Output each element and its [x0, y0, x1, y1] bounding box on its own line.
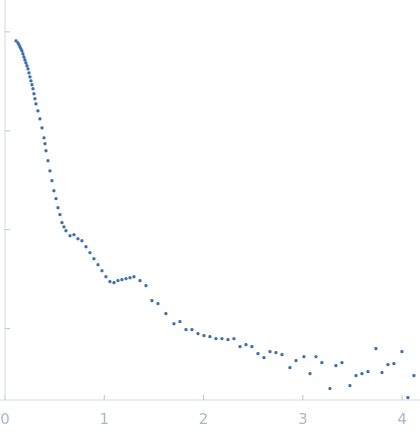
point	[40, 126, 44, 130]
point	[32, 92, 36, 96]
point	[24, 61, 28, 65]
x-tick-label: 3	[298, 410, 308, 428]
point	[226, 338, 230, 342]
point	[21, 52, 25, 56]
point	[208, 335, 212, 339]
point	[178, 319, 182, 324]
point	[30, 83, 34, 87]
point	[120, 278, 124, 282]
point	[164, 311, 168, 316]
point	[124, 277, 128, 281]
point	[268, 350, 272, 354]
point	[348, 383, 352, 388]
point	[56, 206, 60, 210]
point	[288, 365, 292, 370]
point	[244, 343, 248, 347]
point	[60, 221, 64, 225]
point	[20, 49, 24, 53]
point	[27, 71, 31, 75]
point	[380, 370, 384, 375]
point	[84, 245, 88, 249]
point	[250, 345, 254, 349]
point	[31, 87, 35, 91]
point	[302, 355, 306, 359]
point	[62, 225, 66, 229]
point	[360, 372, 364, 376]
x-tick-label: 1	[99, 410, 109, 428]
point	[232, 337, 236, 341]
point	[406, 395, 410, 400]
point	[132, 275, 136, 279]
point	[280, 353, 284, 357]
point	[156, 302, 160, 306]
point	[320, 360, 324, 365]
point	[314, 355, 318, 359]
point	[42, 136, 46, 140]
point	[43, 142, 47, 146]
x-tick-label: 0	[0, 410, 10, 428]
point	[308, 372, 312, 376]
point	[38, 117, 42, 121]
point	[64, 229, 68, 233]
x-tick-label: 2	[199, 410, 209, 428]
point	[76, 237, 80, 241]
point	[96, 263, 100, 267]
x-tick-label: 4	[397, 410, 407, 428]
point	[72, 233, 76, 237]
point	[29, 79, 33, 83]
point	[58, 213, 62, 217]
point	[412, 374, 416, 378]
point	[68, 234, 72, 238]
point	[202, 334, 206, 338]
point	[46, 159, 50, 163]
point	[100, 269, 104, 273]
point	[392, 362, 396, 366]
point	[190, 328, 194, 332]
point	[36, 109, 40, 113]
point	[92, 257, 96, 261]
point	[274, 351, 278, 355]
point	[34, 102, 38, 106]
point	[26, 67, 30, 71]
point	[104, 275, 108, 279]
point	[138, 279, 142, 283]
point	[23, 58, 27, 62]
point	[328, 386, 332, 391]
point	[88, 251, 92, 255]
point	[80, 239, 84, 243]
point	[400, 350, 404, 354]
point	[262, 355, 266, 360]
point	[238, 345, 242, 349]
point	[25, 64, 29, 68]
point	[256, 352, 260, 356]
point	[33, 97, 37, 101]
point	[128, 276, 132, 280]
point	[150, 299, 154, 303]
point	[144, 284, 148, 288]
point	[44, 149, 48, 153]
point	[54, 197, 58, 201]
point	[196, 332, 200, 336]
point	[28, 75, 32, 79]
point	[14, 39, 18, 43]
point	[386, 363, 390, 367]
point	[340, 360, 344, 365]
point	[294, 359, 298, 363]
point	[52, 189, 56, 193]
point	[172, 322, 176, 326]
point	[48, 169, 52, 173]
point	[184, 328, 188, 332]
point	[366, 369, 370, 374]
point	[50, 179, 54, 183]
point	[112, 281, 116, 285]
point	[220, 337, 224, 341]
point	[108, 279, 112, 284]
point	[214, 337, 218, 341]
point	[334, 364, 338, 368]
point	[22, 55, 26, 59]
point	[116, 279, 120, 283]
point	[374, 347, 378, 351]
point	[354, 374, 358, 378]
